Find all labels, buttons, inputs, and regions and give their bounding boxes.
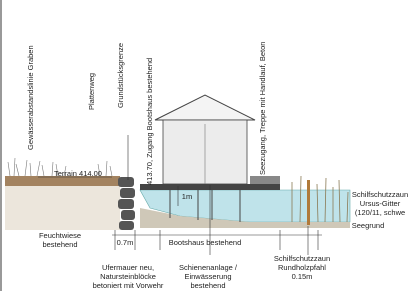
wall: [118, 177, 135, 230]
label: Feuchtwiese: [39, 231, 81, 240]
dimension-label: 0.7m: [117, 238, 134, 247]
vertical-label: 413.70, Zugang Bootshaus bestehend: [145, 58, 154, 185]
label: bestehend: [190, 281, 225, 290]
label: Seegrund: [352, 221, 385, 230]
label: Ufermauer neu,: [102, 263, 154, 272]
section-drawing: Gewässerabstandslinie Graben Plattenweg …: [0, 0, 412, 291]
stairs: [250, 176, 280, 184]
post: [307, 180, 310, 225]
label: betoniert mit Vorwehr: [93, 281, 164, 290]
dimension-label: Bootshaus bestehend: [169, 238, 242, 247]
label: Schilfschutzzaun: [352, 190, 408, 199]
terrain-label: Terrain 414.00: [54, 169, 102, 178]
label: Rundholzpfahl: [278, 263, 326, 272]
label: Einwässerung: [184, 272, 231, 281]
vertical-label: Seezugang, Treppe mit Handlauf, Beton: [258, 42, 267, 175]
subsoil: [5, 186, 120, 230]
vertical-label: Plattenweg: [87, 73, 96, 110]
label: (120/11, schwe: [355, 208, 405, 217]
vertical-label: Gewässerabstandslinie Graben: [26, 45, 35, 150]
label: Natursteinblöcke: [100, 272, 156, 281]
label: Schienenanlage /: [179, 263, 238, 272]
label: Schilfschutzzaun: [274, 254, 330, 263]
roof: [155, 95, 255, 120]
label: bestehend: [42, 240, 77, 249]
label: 0.15m: [292, 272, 313, 281]
vertical-label: Grundstücksgrenze: [116, 43, 125, 108]
height-label: 1m: [182, 192, 192, 201]
label: Ursus-Gitter: [360, 199, 401, 208]
